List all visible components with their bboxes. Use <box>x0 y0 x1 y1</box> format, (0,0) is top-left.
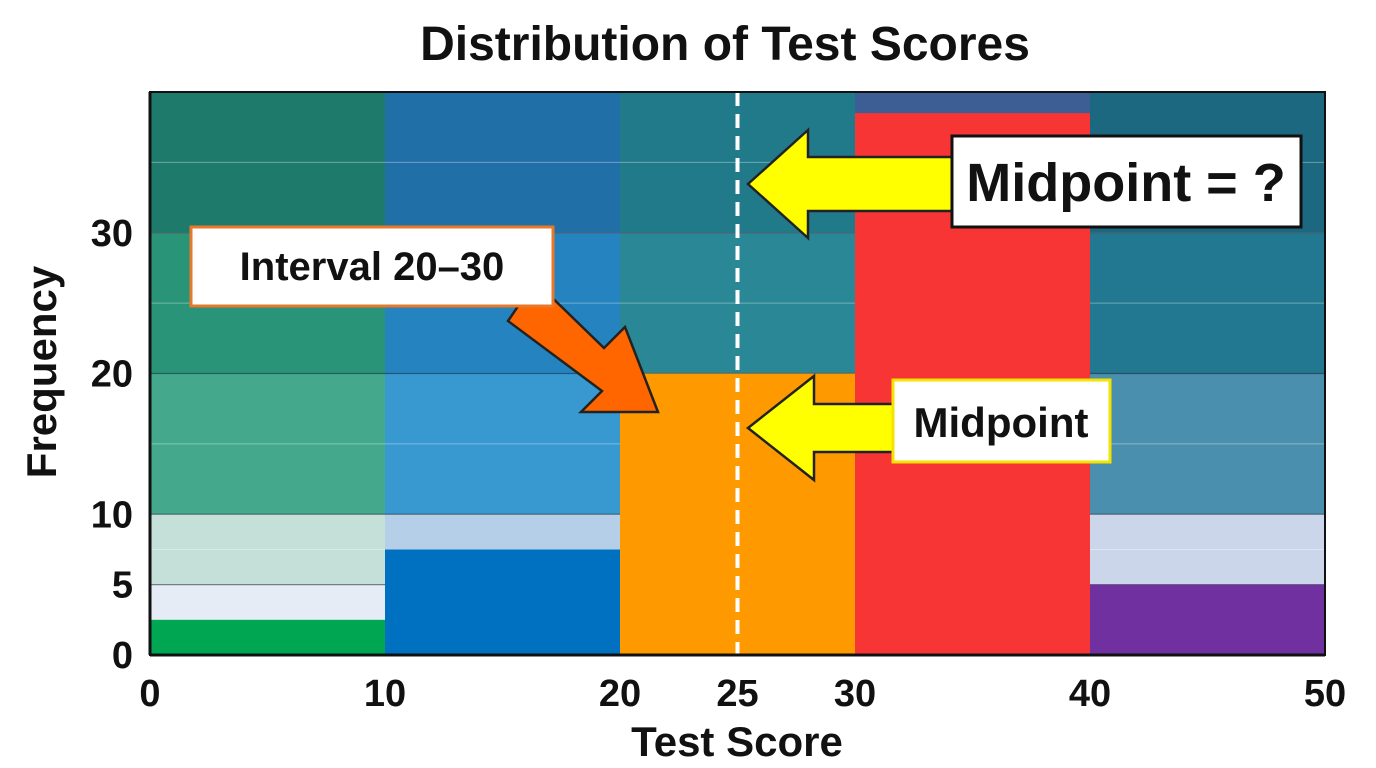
x-tick-label: 20 <box>599 673 641 715</box>
x-tick-label: 10 <box>364 673 406 715</box>
x-tick-labels: 0 10 20 25 30 40 50 <box>139 673 1346 715</box>
y-axis-label: Frequency <box>18 265 65 478</box>
x-tick-label: 0 <box>139 673 160 715</box>
bg-band <box>385 92 620 233</box>
bar <box>150 619 385 655</box>
y-tick-label: 30 <box>91 213 133 255</box>
bar <box>1090 584 1325 655</box>
bg-band <box>150 584 385 620</box>
bg-band <box>150 92 385 233</box>
chart-title: Distribution of Test Scores <box>420 18 1030 71</box>
y-tick-label: 0 <box>112 635 133 677</box>
x-tick-label: 30 <box>834 673 876 715</box>
bg-band <box>150 373 385 515</box>
axes <box>148 91 1326 657</box>
orange-arrow <box>506 279 660 414</box>
x-tick-label: 40 <box>1069 673 1111 715</box>
y-tick-label: 20 <box>91 354 133 396</box>
bg-band <box>1090 373 1325 515</box>
bar <box>385 549 620 655</box>
interval-label-box <box>189 225 555 308</box>
annotations: Interval 20–30 Midpoint = ? Midpoint <box>189 127 1303 483</box>
x-axis-label: Test Score <box>631 718 843 765</box>
midpoint-text: Midpoint <box>914 399 1089 446</box>
y-tick-label: 10 <box>91 494 133 536</box>
x-tick-label: 50 <box>1304 673 1346 715</box>
midpoint-question-text: Midpoint = ? <box>966 153 1285 213</box>
y-tick-label: 5 <box>112 565 133 607</box>
bg-band <box>385 373 620 515</box>
y-tick-labels: 0 5 10 20 30 <box>91 213 133 677</box>
bg-band <box>150 514 385 585</box>
bg-band <box>1090 514 1325 585</box>
midpoint-question-box <box>950 134 1303 229</box>
bg-band <box>1090 232 1325 374</box>
interval-label-text: Interval 20–30 <box>240 245 505 289</box>
x-tick-label: 25 <box>716 673 758 715</box>
midpoint-box <box>891 378 1112 464</box>
